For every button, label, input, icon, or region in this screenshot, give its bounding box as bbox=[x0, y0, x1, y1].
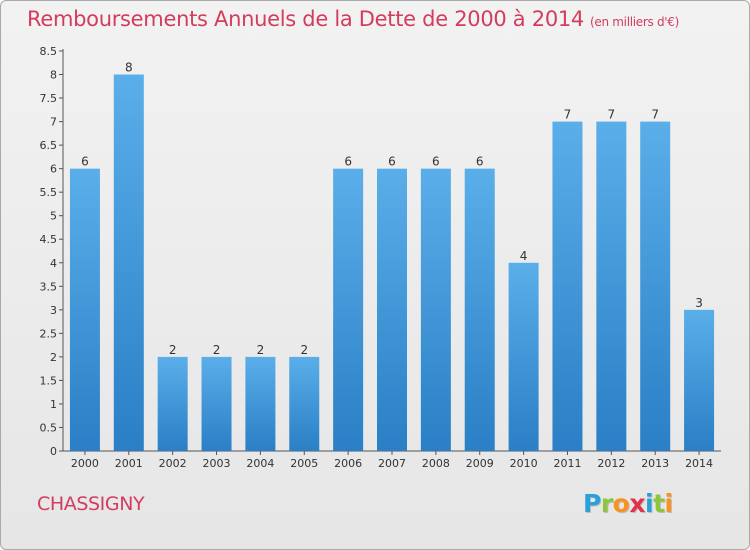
logo-letter: o bbox=[612, 489, 630, 518]
y-tick-label: 0.5 bbox=[40, 421, 58, 434]
logo-letter: t bbox=[653, 489, 665, 518]
bar-2012 bbox=[596, 121, 627, 452]
x-tick-label: 2010 bbox=[510, 457, 538, 470]
value-label: 2 bbox=[169, 343, 177, 357]
y-tick-label: 8 bbox=[50, 69, 57, 82]
y-tick-label: 8.5 bbox=[40, 45, 58, 58]
y-tick-label: 5.5 bbox=[40, 186, 58, 199]
commune-name: CHASSIGNY bbox=[37, 493, 145, 515]
bar-2005 bbox=[289, 356, 320, 451]
value-label: 8 bbox=[125, 61, 133, 75]
bar-2013 bbox=[640, 121, 671, 452]
x-tick-label: 2014 bbox=[685, 457, 713, 470]
x-tick-label: 2003 bbox=[203, 457, 231, 470]
x-tick-label: 2008 bbox=[422, 457, 450, 470]
value-label: 7 bbox=[651, 108, 659, 122]
bar-2011 bbox=[552, 121, 583, 452]
x-tick-label: 2002 bbox=[159, 457, 187, 470]
logo-letter: x bbox=[629, 489, 645, 518]
x-tick-label: 2006 bbox=[334, 457, 362, 470]
value-label: 6 bbox=[81, 155, 89, 169]
value-label: 7 bbox=[564, 108, 572, 122]
bar-2014 bbox=[684, 309, 715, 451]
value-label: 7 bbox=[608, 108, 616, 122]
y-tick-label: 3 bbox=[50, 304, 57, 317]
logo-letter: P bbox=[583, 489, 601, 518]
y-tick-label: 6.5 bbox=[40, 139, 58, 152]
proxiti-logo[interactable]: Proxiti bbox=[583, 489, 673, 518]
y-tick-label: 2.5 bbox=[40, 327, 58, 340]
value-label: 6 bbox=[432, 155, 440, 169]
x-tick-label: 2007 bbox=[378, 457, 406, 470]
x-tick-label: 2012 bbox=[597, 457, 625, 470]
x-tick-label: 2011 bbox=[553, 457, 581, 470]
bar-2001 bbox=[113, 74, 144, 451]
value-label: 2 bbox=[257, 343, 265, 357]
bar-2003 bbox=[201, 356, 232, 451]
logo-letter: i bbox=[664, 489, 674, 518]
x-tick-label: 2000 bbox=[71, 457, 99, 470]
y-tick-label: 7.5 bbox=[40, 92, 58, 105]
logo-letter: i bbox=[645, 489, 654, 518]
y-tick-label: 4.5 bbox=[40, 233, 58, 246]
y-axis: 0 0.5 1 1.5 2 2.5 3 3.5 4 4.5 5 5.5 6 6.5 7 7.5 8 8.5 bbox=[40, 45, 64, 458]
value-label: 6 bbox=[344, 155, 352, 169]
x-axis: 2000 2001 2002 2003 2004 2005 2006 2007 2008 2009… bbox=[63, 450, 721, 470]
x-tick-label: 2005 bbox=[290, 457, 318, 470]
chart-title: Remboursements Annuels de la Dette de 20… bbox=[27, 7, 679, 31]
y-tick-label: 7 bbox=[50, 116, 57, 129]
bars bbox=[69, 74, 715, 452]
bar-2006 bbox=[333, 168, 364, 451]
title-text: Remboursements Annuels de la Dette de 20… bbox=[27, 7, 584, 31]
value-label: 3 bbox=[695, 296, 703, 310]
value-label: 4 bbox=[520, 249, 528, 263]
bar-2009 bbox=[464, 168, 495, 451]
bar-2002 bbox=[157, 356, 188, 451]
x-tick-label: 2001 bbox=[115, 457, 143, 470]
y-tick-label: 4 bbox=[50, 257, 57, 270]
y-tick-label: 3.5 bbox=[40, 280, 58, 293]
bar-2010 bbox=[508, 262, 539, 451]
y-tick-label: 6 bbox=[50, 163, 57, 176]
logo-letter: r bbox=[600, 489, 613, 518]
x-tick-label: 2004 bbox=[246, 457, 274, 470]
y-tick-label: 5 bbox=[50, 210, 57, 223]
value-label: 2 bbox=[300, 343, 308, 357]
y-tick-label: 2 bbox=[50, 351, 57, 364]
bar-2004 bbox=[245, 356, 276, 451]
bar-2007 bbox=[377, 168, 407, 451]
y-tick-label: 0 bbox=[50, 445, 57, 458]
value-label: 2 bbox=[213, 343, 221, 357]
x-tick-label: 2013 bbox=[641, 457, 669, 470]
value-label: 6 bbox=[476, 155, 484, 169]
value-label: 6 bbox=[388, 155, 396, 169]
bar-2008 bbox=[420, 168, 451, 451]
y-tick-label: 1 bbox=[50, 398, 57, 411]
y-tick-label: 1.5 bbox=[40, 374, 58, 387]
unit-note: (en milliers d'€) bbox=[590, 15, 680, 29]
x-tick-label: 2009 bbox=[466, 457, 494, 470]
bar-2000 bbox=[69, 168, 100, 451]
value-labels: 6 8 2 2 2 2 6 6 6 6 4 7 7 7 3 bbox=[81, 61, 703, 357]
